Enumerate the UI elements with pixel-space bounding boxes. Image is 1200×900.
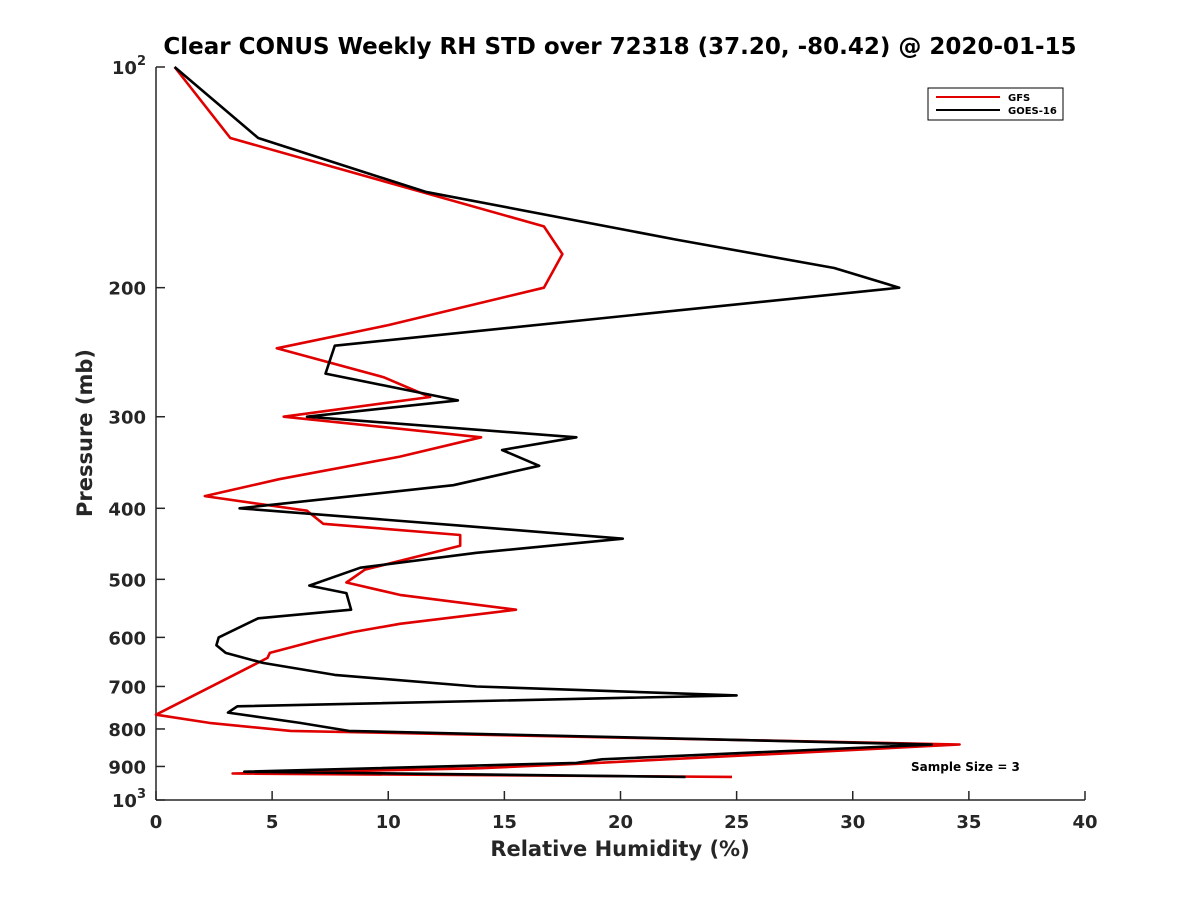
y-axis-ticks: 102 200 300 400 500 600 700 800 900 103 bbox=[108, 54, 165, 812]
y-tick-label: 102 bbox=[112, 54, 146, 79]
y-tick-label: 300 bbox=[108, 408, 146, 429]
y-tick-label: 700 bbox=[108, 677, 146, 698]
y-tick-label: 200 bbox=[108, 279, 146, 300]
x-tick-label: 15 bbox=[492, 812, 517, 833]
y-axis-label: Pressure (mb) bbox=[73, 349, 97, 517]
chart-title: Clear CONUS Weekly RH STD over 72318 (37… bbox=[163, 34, 1076, 60]
series-line-goes-16 bbox=[173, 66, 934, 779]
y-tick-label: 103 bbox=[112, 787, 146, 812]
sample-size-annotation: Sample Size = 3 bbox=[911, 760, 1020, 774]
y-tick-label: 900 bbox=[108, 757, 146, 778]
legend-label-gfs: GFS bbox=[1008, 93, 1030, 104]
x-tick-label: 0 bbox=[150, 812, 163, 833]
plot-area bbox=[156, 67, 1085, 800]
legend-box bbox=[927, 87, 1064, 121]
y-tick-label: 600 bbox=[108, 628, 146, 649]
x-axis-label: Relative Humidity (%) bbox=[490, 837, 749, 861]
x-tick-label: 10 bbox=[376, 812, 401, 833]
x-axis-ticks: 0 5 10 15 20 25 30 35 40 bbox=[150, 791, 1098, 833]
x-tick-label: 20 bbox=[608, 812, 633, 833]
x-tick-label: 40 bbox=[1072, 812, 1097, 833]
x-tick-label: 35 bbox=[956, 812, 981, 833]
series-lines bbox=[154, 66, 961, 779]
y-tick-label: 400 bbox=[108, 499, 146, 520]
legend-label-goes16: GOES-16 bbox=[1008, 106, 1057, 117]
x-tick-label: 25 bbox=[724, 812, 749, 833]
x-tick-label: 30 bbox=[840, 812, 865, 833]
legend: GFS GOES-16 bbox=[927, 87, 1064, 121]
series-line-gfs bbox=[154, 66, 961, 779]
y-tick-label: 500 bbox=[108, 570, 146, 591]
x-tick-label: 5 bbox=[266, 812, 279, 833]
y-tick-label: 800 bbox=[108, 720, 146, 741]
